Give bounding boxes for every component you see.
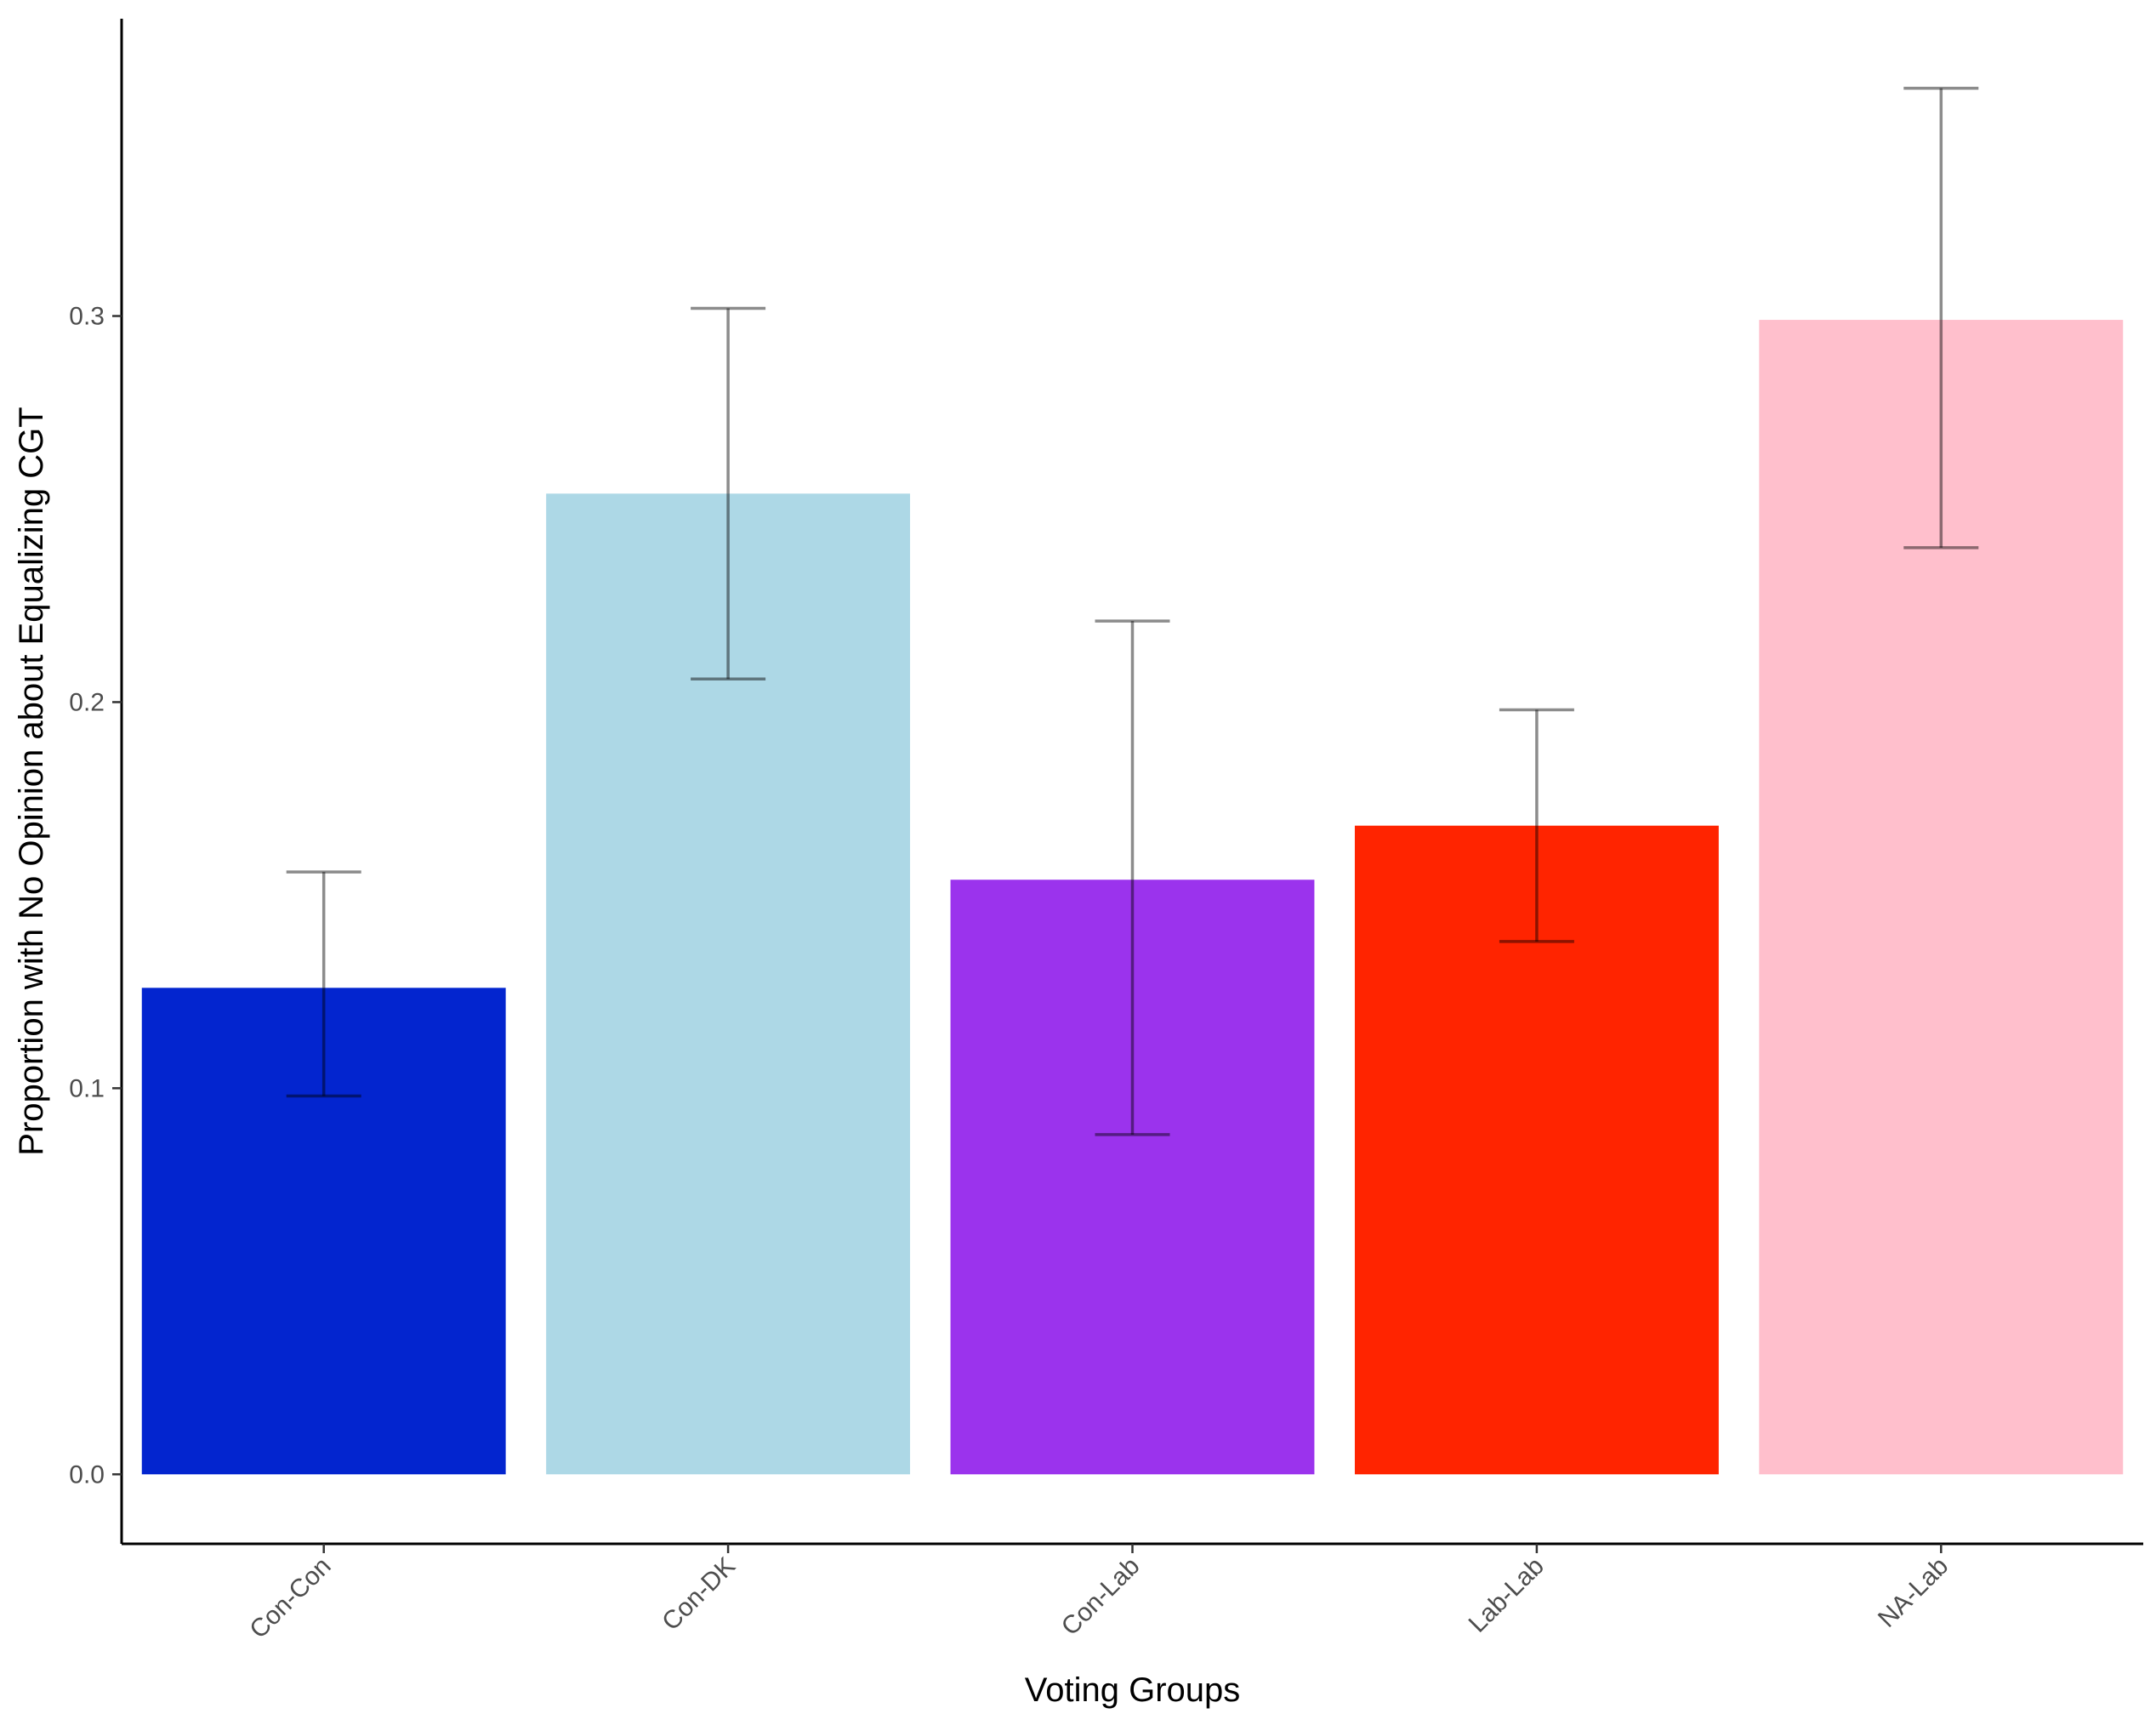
bar-con-lab bbox=[950, 880, 1315, 1475]
x-axis-ticks: Con-Con Con-DK Con-Lab Lab-Lab NA-Lab bbox=[244, 1544, 1954, 1644]
error-bars-layer bbox=[286, 86, 1979, 1136]
error-bar-con-lab bbox=[1095, 619, 1170, 1136]
error-bar-na-lab bbox=[1903, 86, 1979, 549]
error-bar-con-con bbox=[286, 870, 361, 1098]
y-tick-label: 0.0 bbox=[69, 1460, 105, 1489]
y-tick-label: 0.2 bbox=[69, 688, 105, 716]
x-tick-label: NA-Lab bbox=[1873, 1552, 1954, 1633]
error-bar-con-dk bbox=[691, 306, 766, 680]
bar-con-dk bbox=[546, 493, 911, 1475]
bar-con-con bbox=[141, 988, 506, 1475]
x-tick-label: Lab-Lab bbox=[1464, 1552, 1550, 1638]
error-bar-lab-lab bbox=[1499, 708, 1574, 943]
x-tick-label: Con-Lab bbox=[1056, 1552, 1146, 1642]
y-axis-title: Proportion with No Opinion about Equaliz… bbox=[13, 407, 50, 1155]
x-tick-label: Con-DK bbox=[657, 1552, 741, 1637]
x-tick-label: Con-Con bbox=[244, 1552, 336, 1644]
y-tick-label: 0.1 bbox=[69, 1074, 105, 1102]
bars-layer bbox=[141, 320, 2124, 1475]
x-axis-title: Voting Groups bbox=[1025, 1671, 1241, 1709]
y-axis-ticks: 0.0 0.1 0.2 0.3 bbox=[69, 303, 122, 1489]
bar-na-lab bbox=[1759, 320, 2124, 1475]
y-tick-label: 0.3 bbox=[69, 303, 105, 331]
bar-lab-lab bbox=[1354, 825, 1719, 1475]
